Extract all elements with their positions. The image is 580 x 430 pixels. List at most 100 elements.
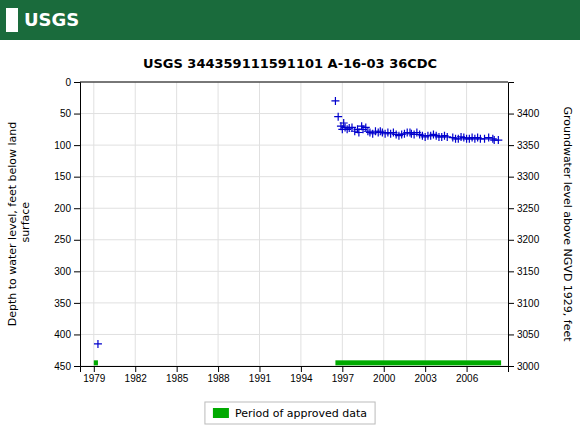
y2-axis-tick: 3250 <box>508 203 540 214</box>
y2-axis-tick-mark <box>508 366 514 367</box>
y2-axis-line <box>509 83 515 367</box>
data-marks <box>94 97 503 365</box>
bar <box>94 360 98 365</box>
y2-axis-tick-label: 3050 <box>517 329 540 340</box>
x-axis-tick: 1988 <box>207 366 230 384</box>
y2-axis-tick: 3200 <box>508 234 540 245</box>
x-grid-line <box>259 82 260 366</box>
y2-axis-tick: 3350 <box>508 140 540 151</box>
x-axis-tick-mark <box>342 366 343 372</box>
point <box>340 119 348 127</box>
x-axis-tick-mark <box>259 366 260 372</box>
y2-axis-tick: 3000 <box>508 361 540 372</box>
y-axis-tick-mark <box>74 145 80 146</box>
y2-axis-tick-mark <box>508 114 514 115</box>
y-axis-tick: 0 <box>65 77 80 88</box>
y2-axis-tick-label: 3100 <box>517 298 540 309</box>
x-axis-tick: 1982 <box>125 366 148 384</box>
point <box>334 113 342 121</box>
x-axis-tick-mark <box>425 366 426 372</box>
y2-axis-tick-label: 3000 <box>517 361 540 372</box>
legend: Period of approved data <box>205 402 375 424</box>
y-axis-tick: 250 <box>54 234 80 245</box>
y-grid-line <box>80 302 508 303</box>
y2-axis-tick-label: 3150 <box>517 266 540 277</box>
x-axis-tick: 1991 <box>249 366 272 384</box>
point <box>481 135 489 143</box>
y-axis-tick-label: 0 <box>65 77 71 88</box>
x-axis-tick-label: 1994 <box>290 373 313 384</box>
plot: 1979198219851988199119941997200020032006… <box>54 77 539 384</box>
x-grid-line <box>176 82 177 366</box>
x-axis-tick-label: 1991 <box>249 373 272 384</box>
y-axis-tick-label: 50 <box>60 108 72 119</box>
y2-axis-tick-mark <box>508 208 514 209</box>
y-axis-tick-mark <box>74 334 80 335</box>
y-axis-tick-label: 100 <box>54 140 71 151</box>
header-band <box>0 0 580 40</box>
y2-axis-tick-mark <box>508 334 514 335</box>
x-axis-tick-mark <box>301 366 302 372</box>
y-axis-tick-label: 250 <box>54 234 71 245</box>
x-axis-tick-label: 1985 <box>166 373 189 384</box>
bar <box>335 360 501 365</box>
y2-axis-tick: 3300 <box>508 171 540 182</box>
y-grid-line <box>80 271 508 272</box>
x-axis-tick-mark <box>384 366 385 372</box>
y2-axis-label: Groundwater level above NGVD 1929, feet <box>561 106 574 342</box>
x-grid-line <box>300 82 301 366</box>
y-axis-tick: 150 <box>54 171 80 182</box>
y-axis-tick: 350 <box>54 298 80 309</box>
x-grid-line <box>342 82 343 366</box>
y2-axis-tick-label: 3250 <box>517 203 540 214</box>
y2-axis-tick-mark <box>508 145 514 146</box>
y2-axis-tick: 3400 <box>508 108 540 119</box>
legend-label: Period of approved data <box>235 407 367 420</box>
legend-box <box>205 402 375 424</box>
x-axis-tick-label: 2003 <box>415 373 438 384</box>
x-grid-line <box>383 82 384 366</box>
header-text: USGS <box>24 9 79 30</box>
y-axis-tick-label: 400 <box>54 329 71 340</box>
point <box>331 97 339 105</box>
y-axis-tick: 50 <box>60 108 80 119</box>
y-grid-line <box>80 82 508 83</box>
x-grid-line <box>218 82 219 366</box>
x-grid-line <box>135 82 136 366</box>
y-axis-label: Depth to water level, feet below land su… <box>6 122 32 327</box>
y-grid-line <box>80 176 508 177</box>
x-axis-tick-mark <box>177 366 178 372</box>
y-axis-tick-label: 450 <box>54 361 71 372</box>
y-axis-tick-label: 200 <box>54 203 71 214</box>
y-axis-tick-mark <box>74 82 80 83</box>
x-grid-line <box>425 82 426 366</box>
point <box>94 340 102 348</box>
x-axis-tick: 1979 <box>83 366 106 384</box>
point <box>443 133 451 141</box>
y-grid-line <box>80 145 508 146</box>
legend-swatch <box>213 408 229 418</box>
y2-axis-tick-mark <box>508 271 514 272</box>
x-axis-tick-label: 1988 <box>207 373 230 384</box>
y-grid-line <box>80 208 508 209</box>
x-axis-tick-label: 2000 <box>373 373 396 384</box>
y2-axis-tick-mark <box>508 303 514 304</box>
y2-axis-tick: 3050 <box>508 329 540 340</box>
x-grid-line <box>93 82 94 366</box>
x-axis-tick-label: 2006 <box>456 373 479 384</box>
y2-axis-tick: 3150 <box>508 266 540 277</box>
y-axis-tick-mark <box>74 366 80 367</box>
y-grid-line <box>80 113 508 114</box>
x-axis-tick: 2003 <box>415 366 438 384</box>
y2-axis-tick-label: 3350 <box>517 140 540 151</box>
y-grid-line <box>80 334 508 335</box>
y-axis-tick-mark <box>74 271 80 272</box>
y-axis-tick-label: 150 <box>54 171 71 182</box>
y2-axis-tick-label: 3400 <box>517 108 540 119</box>
y-axis-tick: 450 <box>54 361 80 372</box>
x-axis-tick: 2000 <box>373 366 396 384</box>
point <box>362 123 370 131</box>
x-axis-tick: 2006 <box>456 366 479 384</box>
point <box>406 128 414 136</box>
point <box>341 123 349 131</box>
